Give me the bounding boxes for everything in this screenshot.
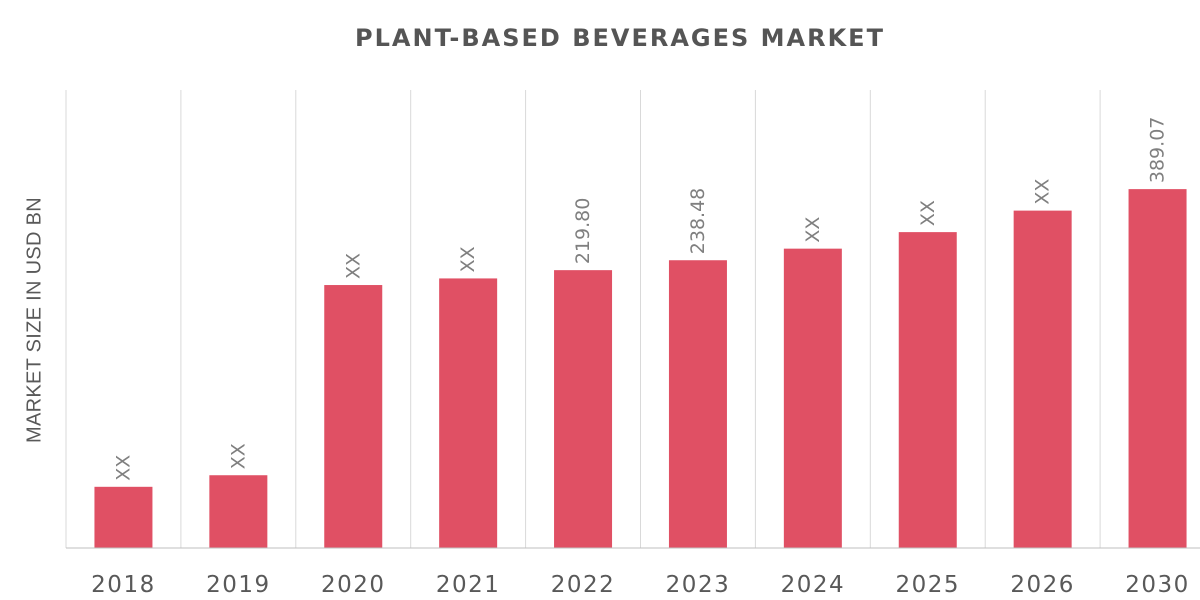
x-tick-2023: 2023 — [666, 572, 731, 598]
x-tick-2025: 2025 — [895, 572, 960, 598]
data-label-2023: 238.48 — [687, 188, 709, 254]
bar-2022 — [554, 270, 613, 548]
data-label-2020: XX — [342, 253, 364, 279]
x-tick-2018: 2018 — [91, 572, 156, 598]
data-label-2026: XX — [1032, 179, 1054, 205]
bars — [94, 189, 1187, 548]
bar-2024 — [783, 248, 842, 548]
grid-lines — [65, 90, 1101, 548]
bar-2021 — [439, 278, 498, 548]
data-label-2021: XX — [457, 246, 479, 272]
data-label-2018: XX — [112, 455, 134, 481]
bar-2030 — [1128, 189, 1187, 548]
data-label-2025: XX — [917, 200, 939, 226]
x-tick-2024: 2024 — [781, 572, 846, 598]
bar-2025 — [898, 232, 957, 548]
x-tick-2022: 2022 — [551, 572, 616, 598]
data-label-2024: XX — [802, 217, 824, 243]
bar-2020 — [324, 285, 383, 548]
data-label-2022: 219.80 — [572, 198, 594, 264]
bar-2018 — [94, 486, 153, 548]
x-axis-ticks: 2018 2019 2020 2021 2022 2023 2024 2025 2026 2030 — [91, 572, 1190, 598]
x-tick-2021: 2021 — [436, 572, 501, 598]
chart-title: PLANT-BASED BEVERAGES MARKET — [355, 24, 885, 52]
x-tick-2019: 2019 — [206, 572, 271, 598]
bar-2019 — [209, 475, 268, 548]
data-label-2019: XX — [227, 443, 249, 469]
x-tick-2026: 2026 — [1010, 572, 1075, 598]
data-label-2030: 389.07 — [1147, 117, 1169, 183]
bar-2026 — [1013, 210, 1072, 548]
x-tick-2020: 2020 — [321, 572, 386, 598]
bar-2023 — [668, 260, 727, 548]
x-tick-2030: 2030 — [1125, 572, 1190, 598]
data-labels: XX XX XX XX 219.80 238.48 XX XX XX 389.07 — [112, 117, 1168, 481]
